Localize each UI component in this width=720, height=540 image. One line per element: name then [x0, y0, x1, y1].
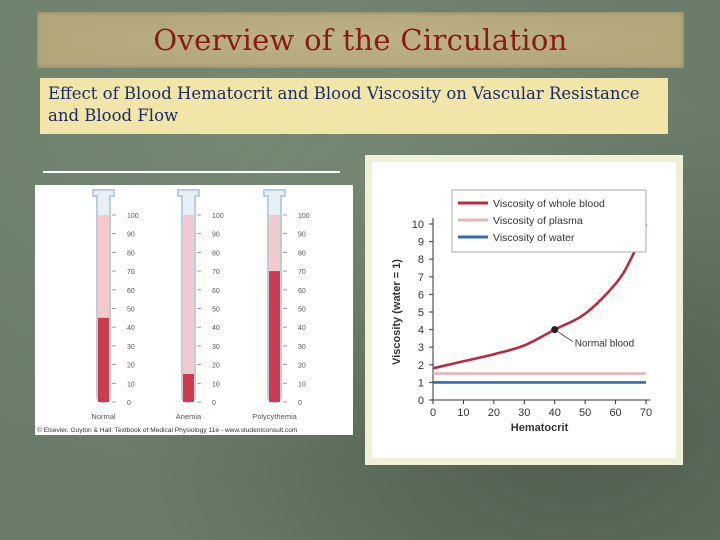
y-tick-label: 5	[418, 307, 424, 319]
blood-fill	[183, 373, 194, 402]
scale-label: 10	[127, 381, 135, 388]
normal-blood-point	[551, 326, 559, 334]
x-tick-label: 30	[518, 407, 530, 419]
viscosity-chart: 0 1 2 3 4 5 6 7 8 9 10 0 10 20 30 40 50 60 70 Hematocrit Vis…	[391, 189, 652, 434]
y-tick-label: 2	[418, 360, 424, 372]
scale-label: 100	[212, 213, 224, 220]
x-tick-label: 10	[457, 407, 469, 419]
scale-label: 100	[127, 213, 139, 220]
x-tick-label: 50	[579, 407, 591, 419]
scale-label: 70	[298, 269, 306, 276]
y-tick-label: 8	[418, 254, 424, 266]
plasma-fill	[183, 215, 194, 402]
scale-label: 40	[127, 325, 135, 332]
blood-fill	[98, 317, 109, 402]
x-tick-label: 20	[488, 407, 500, 419]
x-tick-label: 60	[609, 407, 621, 419]
slide-title-bar: Overview of the Circulation	[37, 12, 684, 68]
divider-line	[43, 171, 340, 173]
tubes-svg: 1009080706050403020100Normal100908070605…	[37, 189, 310, 434]
scale-label: 0	[298, 400, 302, 407]
chart-legend: Viscosity of whole blood Viscosity of pla…	[451, 189, 647, 253]
blood-fill	[269, 271, 280, 402]
scale-label: 70	[212, 269, 220, 276]
scale-label: 80	[212, 250, 220, 257]
scale-label: 30	[127, 344, 135, 351]
annotation-leader	[557, 331, 573, 342]
scale-label: 90	[212, 232, 220, 239]
scale-label: 50	[127, 307, 135, 314]
scale-label: 30	[212, 344, 220, 351]
copyright-credit: © Elsevier. Guyton & Hall: Textbook of M…	[37, 426, 298, 434]
y-tick-label: 10	[412, 219, 424, 231]
scale-label: 10	[298, 381, 306, 388]
scale-label: 100	[298, 213, 310, 220]
scale-label: 50	[298, 307, 306, 314]
scale-label: 40	[212, 325, 220, 332]
plasma-fill	[98, 215, 109, 402]
scale-label: 30	[298, 344, 306, 351]
x-tick-label: 70	[640, 407, 652, 419]
viscosity-chart-panel: 0 1 2 3 4 5 6 7 8 9 10 0 10 20 30 40 50 60 70 Hematocrit Vis…	[372, 162, 676, 458]
tube-label: Normal	[91, 412, 116, 421]
tube-label: Anemia	[176, 412, 202, 421]
scale-label: 80	[298, 250, 306, 257]
y-tick-label: 0	[418, 395, 424, 407]
legend-label-1: Viscosity of plasma	[493, 215, 583, 227]
scale-label: 10	[212, 381, 220, 388]
y-tick-label: 3	[418, 342, 424, 354]
scale-label: 60	[127, 288, 135, 295]
x-axis-label: Hematocrit	[511, 422, 569, 434]
scale-label: 0	[212, 400, 216, 407]
scale-label: 20	[127, 363, 135, 370]
hematocrit-tubes-figure: 100 90 80 70 60 50 40 30 20 10 0 Normal 100 90 80 70 60 5…	[35, 185, 353, 435]
tube-label: Polycythemia	[252, 412, 297, 421]
scale-label: 40	[298, 325, 306, 332]
x-tick-label: 40	[549, 407, 561, 419]
y-tick-label: 9	[418, 237, 424, 249]
legend-label-0: Viscosity of whole blood	[493, 198, 605, 210]
scale-label: 20	[298, 363, 306, 370]
scale-label: 90	[127, 232, 135, 239]
scale-label: 60	[212, 288, 220, 295]
y-axis-label: Viscosity (water = 1)	[391, 259, 403, 365]
scale-label: 20	[212, 363, 220, 370]
y-tick-label: 6	[418, 289, 424, 301]
scale-label: 50	[212, 307, 220, 314]
slide-subtitle: Effect of Blood Hematocrit and Blood Vis…	[40, 78, 668, 134]
scale-label: 0	[127, 400, 131, 407]
viscosity-chart-frame: 0 1 2 3 4 5 6 7 8 9 10 0 10 20 30 40 50 60 70 Hematocrit Vis…	[365, 155, 683, 465]
y-tick-label: 4	[418, 325, 424, 337]
y-tick-label: 1	[418, 377, 424, 389]
legend-label-2: Viscosity of water	[493, 232, 575, 244]
x-tick-label: 0	[430, 407, 436, 419]
scale-label: 70	[127, 269, 135, 276]
scale-label: 60	[298, 288, 306, 295]
annotation-label: Normal blood	[575, 339, 634, 350]
scale-label: 80	[127, 250, 135, 257]
slide-title: Overview of the Circulation	[153, 23, 568, 57]
scale-label: 90	[298, 232, 306, 239]
y-tick-label: 7	[418, 272, 424, 284]
